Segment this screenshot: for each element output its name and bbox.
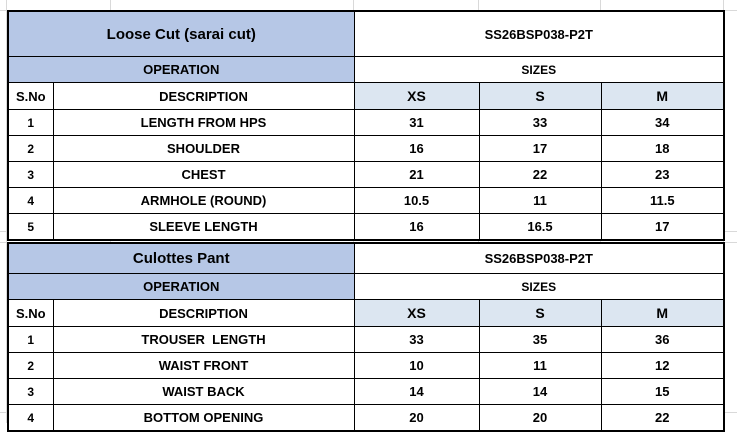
operation-label: OPERATION xyxy=(7,273,355,300)
table-row: 5 SLEEVE LENGTH 16 16.5 17 xyxy=(7,213,725,241)
row-value-m: 18 xyxy=(600,135,725,162)
row-value-xs: 16 xyxy=(353,135,480,162)
row-value-xs: 21 xyxy=(353,161,480,188)
table-row: 2 WAIST FRONT 10 11 12 xyxy=(7,352,725,379)
row-value-s: 11 xyxy=(478,352,602,379)
table-row: 4 BOTTOM OPENING 20 20 22 xyxy=(7,404,725,432)
row-value-m: 36 xyxy=(600,326,725,353)
row-value-xs: 14 xyxy=(353,378,480,405)
row-description: LENGTH FROM HPS xyxy=(52,109,355,136)
row-value-xs: 20 xyxy=(353,404,480,432)
row-value-m: 22 xyxy=(600,404,725,432)
row-value-s: 33 xyxy=(478,109,602,136)
garment-title: Culottes Pant xyxy=(7,242,355,274)
row-value-s: 11 xyxy=(478,187,602,214)
row-value-m: 15 xyxy=(600,378,725,405)
column-header-size-m: M xyxy=(600,82,725,110)
row-serial: 1 xyxy=(7,326,54,353)
row-value-m: 34 xyxy=(600,109,725,136)
column-header-size-xs: XS xyxy=(353,82,480,110)
row-value-xs: 10.5 xyxy=(353,187,480,214)
table-row: 4 ARMHOLE (ROUND) 10.5 11 11.5 xyxy=(7,187,725,214)
row-value-xs: 16 xyxy=(353,213,480,241)
row-description: ARMHOLE (ROUND) xyxy=(52,187,355,214)
row-description: BOTTOM OPENING xyxy=(52,404,355,432)
operation-row: OPERATION SIZES xyxy=(7,273,725,300)
row-serial: 4 xyxy=(7,187,54,214)
operation-row: OPERATION SIZES xyxy=(7,56,725,83)
row-description: CHEST xyxy=(52,161,355,188)
row-value-m: 11.5 xyxy=(600,187,725,214)
column-header-description: DESCRIPTION xyxy=(52,82,355,110)
table-row: 1 TROUSER LENGTH 33 35 36 xyxy=(7,326,725,353)
column-header-description: DESCRIPTION xyxy=(52,299,355,327)
table-row: 3 CHEST 21 22 23 xyxy=(7,161,725,188)
column-header-sno: S.No xyxy=(7,82,54,110)
row-serial: 2 xyxy=(7,352,54,379)
measurement-table-culottes-pant: Culottes Pant SS26BSP038-P2T OPERATION S… xyxy=(7,242,726,432)
row-value-s: 22 xyxy=(478,161,602,188)
column-header-sno: S.No xyxy=(7,299,54,327)
table-title-row: Culottes Pant SS26BSP038-P2T xyxy=(7,242,725,274)
column-header-size-s: S xyxy=(478,299,602,327)
row-value-s: 35 xyxy=(478,326,602,353)
row-serial: 3 xyxy=(7,161,54,188)
column-header-row: S.No DESCRIPTION XS S M xyxy=(7,82,725,110)
row-description: TROUSER LENGTH xyxy=(52,326,355,353)
row-serial: 2 xyxy=(7,135,54,162)
row-value-xs: 31 xyxy=(353,109,480,136)
row-value-m: 23 xyxy=(600,161,725,188)
row-description: SHOULDER xyxy=(52,135,355,162)
row-serial: 1 xyxy=(7,109,54,136)
style-code: SS26BSP038-P2T xyxy=(353,242,725,274)
row-value-xs: 10 xyxy=(353,352,480,379)
row-description: WAIST FRONT xyxy=(52,352,355,379)
table-row: 2 SHOULDER 16 17 18 xyxy=(7,135,725,162)
table-row: 3 WAIST BACK 14 14 15 xyxy=(7,378,725,405)
table-title-row: Loose Cut (sarai cut) SS26BSP038-P2T xyxy=(7,10,725,57)
row-value-s: 16.5 xyxy=(478,213,602,241)
row-value-m: 12 xyxy=(600,352,725,379)
row-serial: 5 xyxy=(7,213,54,241)
row-value-s: 14 xyxy=(478,378,602,405)
column-header-size-m: M xyxy=(600,299,725,327)
row-value-m: 17 xyxy=(600,213,725,241)
spreadsheet-canvas: Loose Cut (sarai cut) SS26BSP038-P2T OPE… xyxy=(7,10,726,432)
row-serial: 4 xyxy=(7,404,54,432)
measurement-table-loose-cut: Loose Cut (sarai cut) SS26BSP038-P2T OPE… xyxy=(7,10,726,241)
row-value-xs: 33 xyxy=(353,326,480,353)
column-header-size-xs: XS xyxy=(353,299,480,327)
row-description: WAIST BACK xyxy=(52,378,355,405)
row-value-s: 20 xyxy=(478,404,602,432)
sizes-label: SIZES xyxy=(353,56,725,83)
operation-label: OPERATION xyxy=(7,56,355,83)
garment-title: Loose Cut (sarai cut) xyxy=(7,10,355,57)
sizes-label: SIZES xyxy=(353,273,725,300)
column-header-row: S.No DESCRIPTION XS S M xyxy=(7,299,725,327)
row-description: SLEEVE LENGTH xyxy=(52,213,355,241)
style-code: SS26BSP038-P2T xyxy=(353,10,725,57)
table-row: 1 LENGTH FROM HPS 31 33 34 xyxy=(7,109,725,136)
column-header-size-s: S xyxy=(478,82,602,110)
row-serial: 3 xyxy=(7,378,54,405)
row-value-s: 17 xyxy=(478,135,602,162)
